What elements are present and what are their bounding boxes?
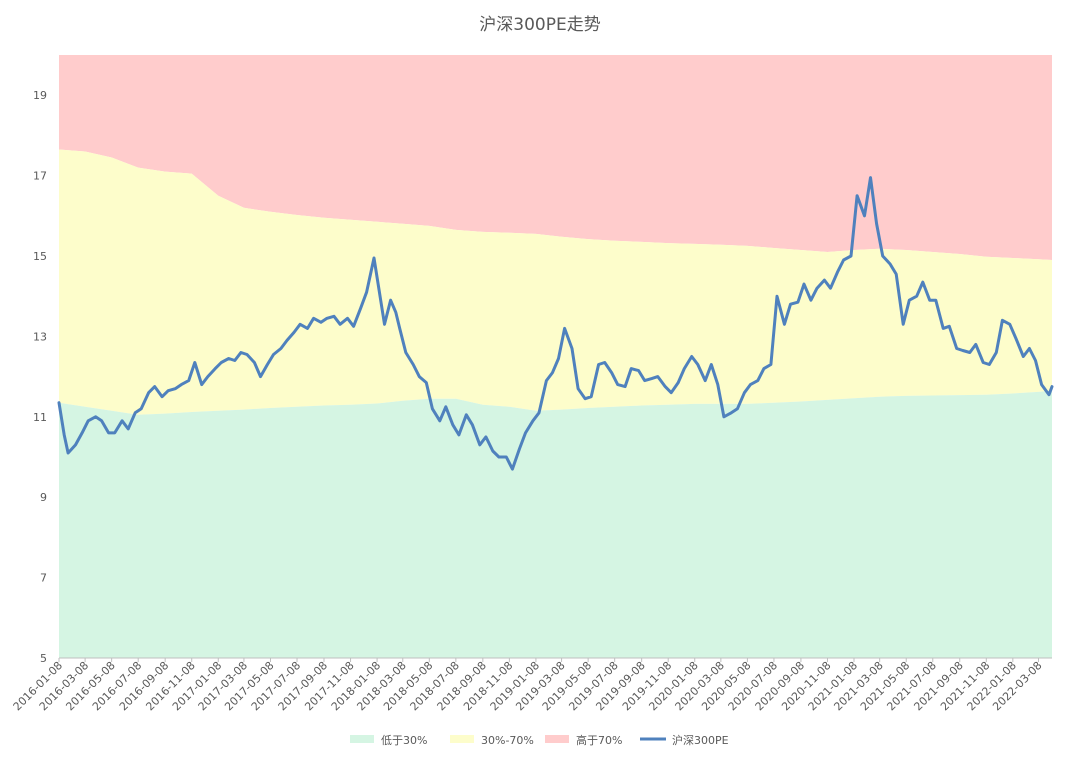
legend-label-low: 低于30% [381, 734, 427, 747]
plot-area [57, 55, 1054, 658]
legend-swatch-mid [450, 735, 474, 743]
band-high-area [59, 55, 1052, 260]
y-tick-label: 17 [33, 170, 47, 183]
legend-swatch-low [350, 735, 374, 743]
legend-label-mid: 30%-70% [481, 734, 534, 747]
band-mid-area [59, 149, 1052, 415]
y-tick-label: 11 [33, 411, 47, 424]
chart-title: 沪深300PE走势 [479, 15, 600, 35]
y-tick-label: 7 [40, 572, 47, 585]
band-low-area [59, 390, 1052, 658]
y-tick-label: 13 [33, 330, 47, 343]
y-axis: 5 7 9 11 13 15 17 19 [33, 89, 47, 665]
y-tick-label: 19 [33, 89, 47, 102]
legend: 低于30% 30%-70% 高于70% 沪深300PE [350, 733, 729, 747]
y-tick-label: 5 [40, 652, 47, 665]
y-tick-label: 15 [33, 250, 47, 263]
y-tick-label: 9 [40, 491, 47, 504]
legend-label-line: 沪深300PE [672, 733, 729, 747]
legend-label-high: 高于70% [576, 733, 622, 747]
pe-series-line [57, 176, 1054, 471]
legend-swatch-high [545, 735, 569, 743]
